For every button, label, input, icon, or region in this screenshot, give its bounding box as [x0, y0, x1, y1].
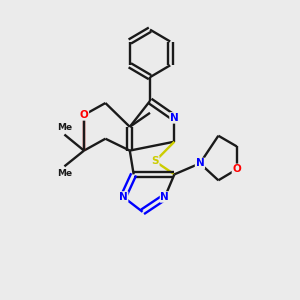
Text: S: S: [151, 156, 159, 166]
Text: O: O: [232, 164, 241, 174]
Text: N: N: [119, 192, 128, 202]
Text: Me: Me: [57, 169, 72, 178]
Text: N: N: [170, 113, 179, 123]
Text: O: O: [80, 110, 88, 120]
Text: N: N: [160, 192, 169, 202]
Text: N: N: [196, 158, 204, 168]
Text: Me: Me: [57, 123, 72, 132]
